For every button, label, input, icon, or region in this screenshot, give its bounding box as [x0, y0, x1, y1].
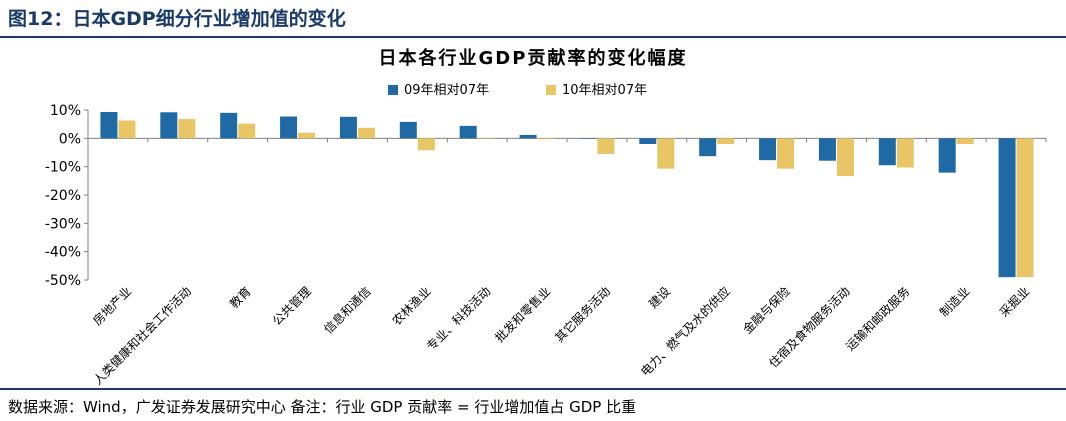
x-tick-label: 专业、科技活动	[423, 284, 493, 354]
bar-09	[639, 138, 657, 144]
bar-10	[657, 138, 675, 169]
x-tick-label: 人类健康和社会工作活动	[90, 284, 194, 388]
bar-10	[477, 138, 495, 139]
y-tick-label: -50%	[45, 273, 81, 289]
bar-09	[579, 138, 597, 139]
x-tick-label: 信息和通信	[321, 284, 374, 337]
bottom-rule	[0, 388, 1066, 390]
x-tick-label: 其它服务活动	[552, 284, 614, 346]
bar-09	[998, 138, 1016, 278]
bar-10	[777, 138, 795, 169]
bar-10	[357, 127, 375, 139]
bar-09	[818, 138, 836, 161]
legend-swatch-09	[388, 85, 398, 95]
bar-09	[339, 116, 357, 139]
bar-10	[1016, 138, 1034, 278]
x-tick-label: 建设	[646, 284, 673, 311]
x-tick-label: 公共管理	[269, 284, 314, 329]
bar-10	[178, 119, 196, 139]
y-tick-label: -30%	[45, 216, 81, 232]
top-rule	[0, 36, 1066, 38]
x-tick-label: 采掘业	[996, 284, 1032, 320]
x-tick-label: 批发和零售业	[492, 284, 554, 346]
y-tick-label: 0%	[59, 131, 81, 147]
x-tick-label: 制造业	[937, 284, 972, 319]
bar-10	[836, 138, 854, 177]
bar-10	[597, 138, 615, 154]
bar-10	[417, 138, 435, 151]
chart: 日本各行业GDP贡献率的变化幅度 09年相对07年 10年相对07年 10% 0%…	[45, 47, 1047, 388]
bar-10	[896, 138, 914, 168]
bar-09	[280, 116, 298, 139]
chart-title: 日本各行业GDP贡献率的变化幅度	[379, 47, 688, 69]
legend: 09年相对07年 10年相对07年	[388, 83, 647, 98]
bars	[88, 111, 1047, 278]
bar-09	[459, 125, 477, 139]
x-tick-label: 房地产业	[90, 284, 135, 329]
bar-10	[118, 120, 136, 139]
bar-09	[699, 138, 717, 157]
x-tick-label: 农林渔业	[390, 284, 434, 328]
y-axis: 10% 0% -10% -20% -30% -40% -50%	[45, 103, 89, 289]
bar-09	[519, 134, 537, 139]
x-tick-label: 金融与保险	[740, 284, 793, 337]
x-tick-label: 运输和邮政服务	[842, 284, 912, 354]
y-tick-label: 10%	[50, 103, 81, 119]
bar-09	[160, 112, 178, 139]
bar-09	[399, 121, 417, 139]
bar-10	[717, 138, 735, 144]
bar-09	[220, 112, 238, 139]
bar-10	[956, 138, 974, 144]
source-note: 数据来源：Wind，广发证券发展研究中心 备注：行业 GDP 贡献率 = 行业增…	[8, 398, 637, 416]
x-tick-label: 教育	[226, 284, 254, 312]
y-tick-label: -40%	[45, 245, 81, 261]
legend-label-09: 09年相对07年	[404, 83, 489, 98]
legend-swatch-10	[546, 85, 556, 95]
bar-09	[100, 111, 118, 139]
bar-09	[878, 138, 896, 166]
y-tick-label: -20%	[45, 188, 81, 204]
bar-09	[938, 138, 956, 173]
bar-10	[537, 138, 555, 140]
bar-09	[759, 138, 777, 161]
legend-label-10: 10年相对07年	[562, 83, 647, 98]
bar-10	[238, 123, 256, 139]
y-tick-label: -10%	[45, 160, 81, 176]
bar-10	[298, 132, 316, 139]
figure-label: 图12：日本GDP细分行业增加值的变化	[8, 8, 346, 30]
